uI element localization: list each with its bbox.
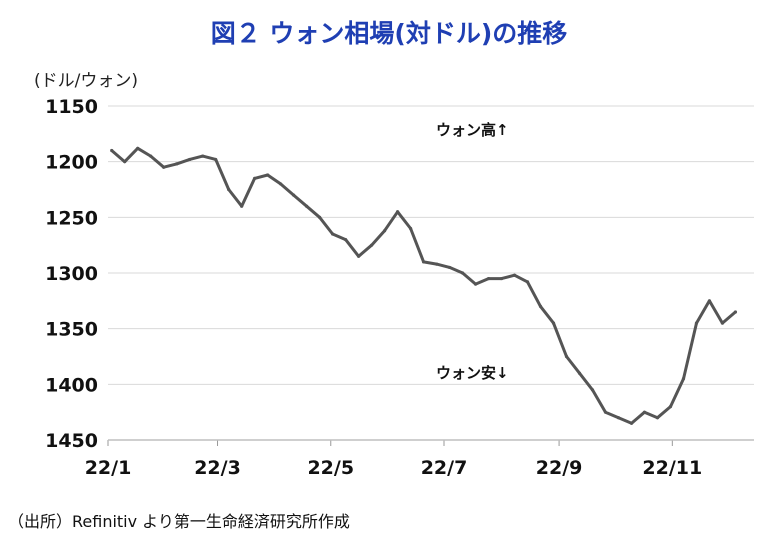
- data-point: [305, 204, 309, 208]
- data-point: [590, 388, 595, 392]
- data-point: [292, 193, 296, 197]
- data-point: [603, 410, 608, 414]
- data-point: [655, 416, 660, 420]
- data-point: [357, 254, 361, 258]
- x-tick-label: 22/9: [536, 457, 583, 479]
- data-point: [266, 173, 270, 177]
- source-note: （出所）Refinitiv より第一生命経済研究所作成: [8, 512, 350, 531]
- y-tick-label: 1300: [45, 263, 98, 285]
- x-tick-labels: 22/1 22/3 22/5 22/7 22/9 22/11: [85, 440, 702, 479]
- x-tick-label: 22/11: [642, 457, 702, 479]
- data-point: [395, 210, 400, 214]
- data-point: [136, 146, 140, 150]
- x-tick-label: 22/5: [307, 457, 354, 479]
- data-point: [577, 371, 582, 375]
- annotation-won-strong: ウォン高↑: [436, 121, 509, 139]
- chart-title: 図２ ウォン相場(対ドル)の推移: [210, 19, 568, 48]
- data-point: [123, 160, 127, 164]
- data-point: [175, 162, 179, 166]
- data-point: [162, 165, 166, 169]
- series-line-usd-krw: [110, 146, 737, 425]
- data-point: [681, 377, 686, 381]
- data-point: [642, 410, 647, 414]
- data-point: [486, 276, 491, 281]
- x-tick-label: 22/1: [85, 457, 132, 479]
- data-point: [668, 405, 673, 409]
- data-point: [525, 280, 530, 284]
- data-point: [201, 154, 205, 158]
- data-point: [214, 157, 218, 162]
- y-tick-labels: 1150 1200 1250 1300 1350 1400 1450: [45, 96, 98, 452]
- annotation-won-weak: ウォン安↓: [436, 364, 509, 382]
- data-point: [318, 215, 322, 219]
- data-point: [188, 157, 192, 162]
- y-tick-label: 1450: [45, 430, 98, 452]
- data-point: [240, 204, 244, 208]
- data-point: [421, 260, 426, 264]
- series-group: [110, 146, 738, 425]
- data-point: [331, 232, 335, 236]
- data-point: [499, 276, 504, 281]
- data-point: [149, 154, 153, 158]
- data-point: [227, 187, 231, 192]
- y-tick-label: 1250: [45, 207, 98, 229]
- y-tick-label: 1350: [45, 319, 98, 341]
- y-tick-label: 1150: [45, 96, 98, 118]
- data-point: [447, 265, 452, 270]
- data-point: [382, 229, 387, 233]
- data-point: [473, 282, 478, 286]
- x-tick-label: 22/3: [194, 457, 241, 479]
- data-point: [110, 148, 114, 153]
- data-point: [538, 304, 543, 308]
- x-tick-label: 22/7: [421, 457, 468, 479]
- data-point: [408, 226, 413, 231]
- data-point: [279, 182, 283, 186]
- y-tick-label: 1200: [45, 152, 98, 174]
- data-point: [369, 243, 374, 247]
- data-point: [616, 416, 621, 420]
- data-point: [733, 310, 738, 314]
- data-point: [629, 421, 634, 425]
- y-tick-label: 1400: [45, 374, 98, 396]
- data-point: [694, 321, 699, 325]
- data-point: [512, 273, 517, 277]
- data-point: [707, 299, 712, 303]
- data-point: [564, 354, 569, 359]
- data-point: [434, 262, 439, 266]
- data-point: [720, 321, 725, 325]
- grid-lines: [108, 105, 754, 385]
- data-point: [344, 238, 348, 242]
- y-axis-unit-label: (ドル/ウォン): [34, 71, 138, 91]
- data-point: [551, 321, 556, 325]
- data-point: [460, 271, 465, 275]
- data-point: [253, 176, 257, 180]
